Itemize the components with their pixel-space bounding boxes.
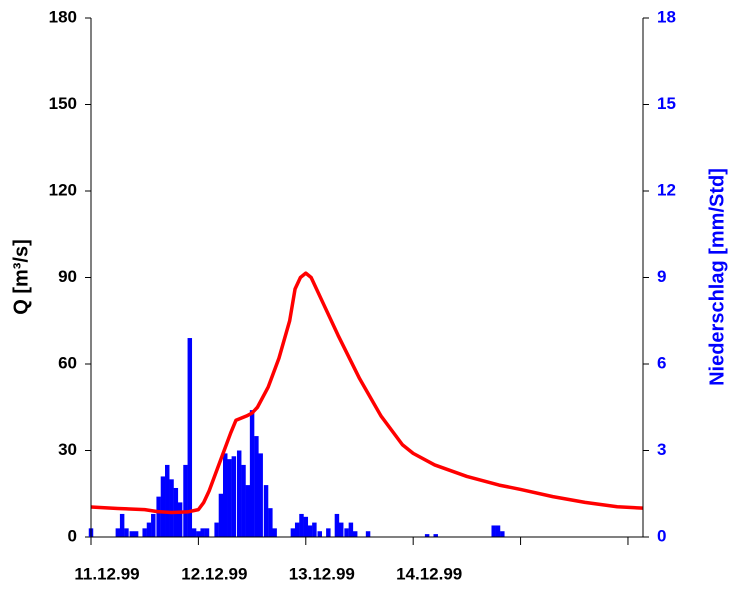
precipitation-bar	[133, 531, 139, 537]
x-tick-label: 14.12.99	[396, 564, 462, 583]
precipitation-bar	[268, 508, 273, 537]
precipitation-bar	[119, 513, 125, 537]
y-axis-label: Q [m³/s]	[10, 239, 32, 315]
precipitation-bar	[326, 528, 331, 537]
precipitation-bar	[245, 485, 251, 537]
y2-tick-label: 15	[657, 94, 676, 113]
y-tick-label: 60	[58, 353, 77, 372]
precipitation-bar	[204, 528, 210, 537]
y-tick-label: 120	[49, 180, 77, 199]
y-tick-label: 90	[58, 267, 77, 286]
y-tick-label: 180	[49, 7, 77, 26]
precipitation-bar	[223, 453, 228, 537]
y2-tick-label: 18	[657, 7, 676, 26]
discharge-line	[90, 271, 644, 515]
y2-axis-label: Niederschlag [mm/Std]	[706, 168, 728, 386]
precipitation-bar	[218, 493, 224, 537]
y-tick-label: 30	[58, 440, 77, 459]
precipitation-bar	[249, 410, 255, 537]
precipitation-bar	[294, 522, 300, 537]
precipitation-bar	[115, 528, 121, 537]
precipitation-bar	[227, 459, 232, 537]
precipitation-bar	[254, 436, 259, 537]
precipitation-bar	[151, 513, 156, 537]
precipitation-bar	[177, 502, 183, 537]
precipitation-bar	[299, 513, 304, 537]
precipitation-bar	[191, 528, 197, 537]
y-tick-label: 150	[49, 94, 77, 113]
y2-tick-label: 6	[657, 353, 666, 372]
y2-tick-label: 9	[657, 267, 666, 286]
precipitation-bar	[500, 531, 505, 537]
x-tick-label: 11.12.99	[74, 564, 139, 583]
precipitation-bar	[183, 464, 188, 537]
precipitation-bar	[272, 528, 277, 537]
precipitation-bar	[263, 485, 269, 537]
precipitation-bar	[424, 534, 430, 537]
precipitation-bar	[200, 528, 205, 537]
precipitation-bar	[156, 496, 161, 537]
precipitation-bar	[491, 525, 496, 537]
precipitation-bar	[187, 338, 193, 537]
precipitation-bar	[231, 456, 237, 537]
precipitation-bar	[196, 531, 201, 537]
precipitation-bar	[214, 522, 219, 537]
precipitation-bar	[142, 528, 147, 537]
y-tick-label: 0	[68, 526, 77, 545]
precipitation-bar	[433, 534, 438, 537]
precipitation-bar	[352, 531, 358, 537]
x-tick-label: 12.12.99	[181, 564, 247, 583]
precipitation-bar	[146, 522, 152, 537]
precipitation-bar	[495, 525, 501, 537]
x-tick-label: 13.12.99	[289, 564, 355, 583]
y2-tick-label: 3	[657, 440, 666, 459]
precipitation-bar	[317, 531, 322, 537]
precipitation-bar	[258, 453, 263, 537]
precipitation-bar	[334, 513, 340, 537]
precipitation-bar	[344, 528, 349, 537]
precipitation-bar	[124, 528, 129, 537]
precipitation-bar	[348, 522, 354, 537]
y2-tick-label: 12	[657, 180, 676, 199]
precipitation-bar	[241, 464, 246, 537]
precipitation-bar	[165, 464, 170, 537]
y2-tick-label: 0	[657, 526, 666, 545]
precipitation-bar	[169, 479, 174, 537]
precipitation-bar	[303, 516, 309, 537]
precipitation-bar	[160, 476, 166, 537]
precipitation-bar	[365, 531, 371, 537]
precipitation-bar	[236, 450, 242, 537]
precipitation-bar	[338, 522, 344, 537]
precipitation-bar	[307, 525, 313, 537]
precipitation-bar	[129, 531, 135, 537]
precipitation-bar	[312, 522, 317, 537]
precipitation-bar	[290, 528, 296, 537]
